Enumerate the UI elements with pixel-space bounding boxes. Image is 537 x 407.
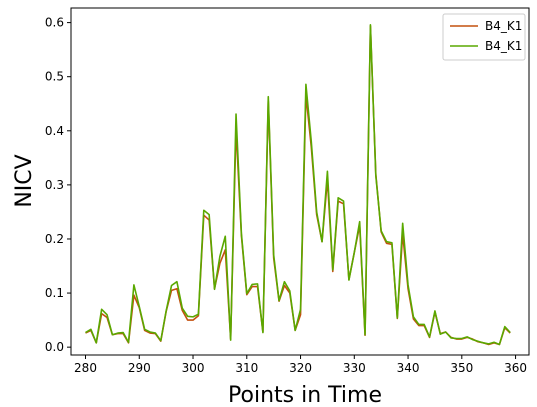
x-axis-label: Points in Time: [228, 383, 382, 407]
y-tick-label: 0.3: [45, 178, 64, 192]
x-tick-label: 310: [235, 361, 258, 375]
y-tick-label: 0.1: [45, 286, 64, 300]
x-tick-label: 340: [397, 361, 420, 375]
x-tick-label: 280: [74, 361, 97, 375]
y-axis-label: NICV: [12, 154, 37, 207]
y-tick-label: 0.5: [45, 70, 64, 84]
series-line-2: [85, 23, 511, 346]
x-tick-label: 320: [289, 361, 312, 375]
y-axis-ticks: 0.0 0.1 0.2 0.3 0.4 0.5 0.6: [45, 16, 71, 354]
y-tick-label: 0.0: [45, 340, 64, 354]
legend: B4_K1 B4_K1: [442, 13, 526, 61]
plot-frame: [70, 7, 530, 356]
x-axis-ticks: 280 290 300 310 320 330 340 350 360: [74, 355, 527, 375]
y-tick-label: 0.2: [45, 232, 64, 246]
x-tick-label: 290: [128, 361, 151, 375]
plot-lines: [85, 23, 511, 346]
legend-label-1: B4_K1: [485, 19, 522, 33]
y-tick-label: 0.6: [45, 16, 64, 30]
x-tick-label: 360: [504, 361, 527, 375]
x-tick-label: 300: [182, 361, 205, 375]
y-tick-label: 0.4: [45, 124, 64, 138]
x-tick-label: 330: [343, 361, 366, 375]
x-tick-label: 350: [450, 361, 473, 375]
legend-label-2: B4_K1: [485, 39, 522, 53]
